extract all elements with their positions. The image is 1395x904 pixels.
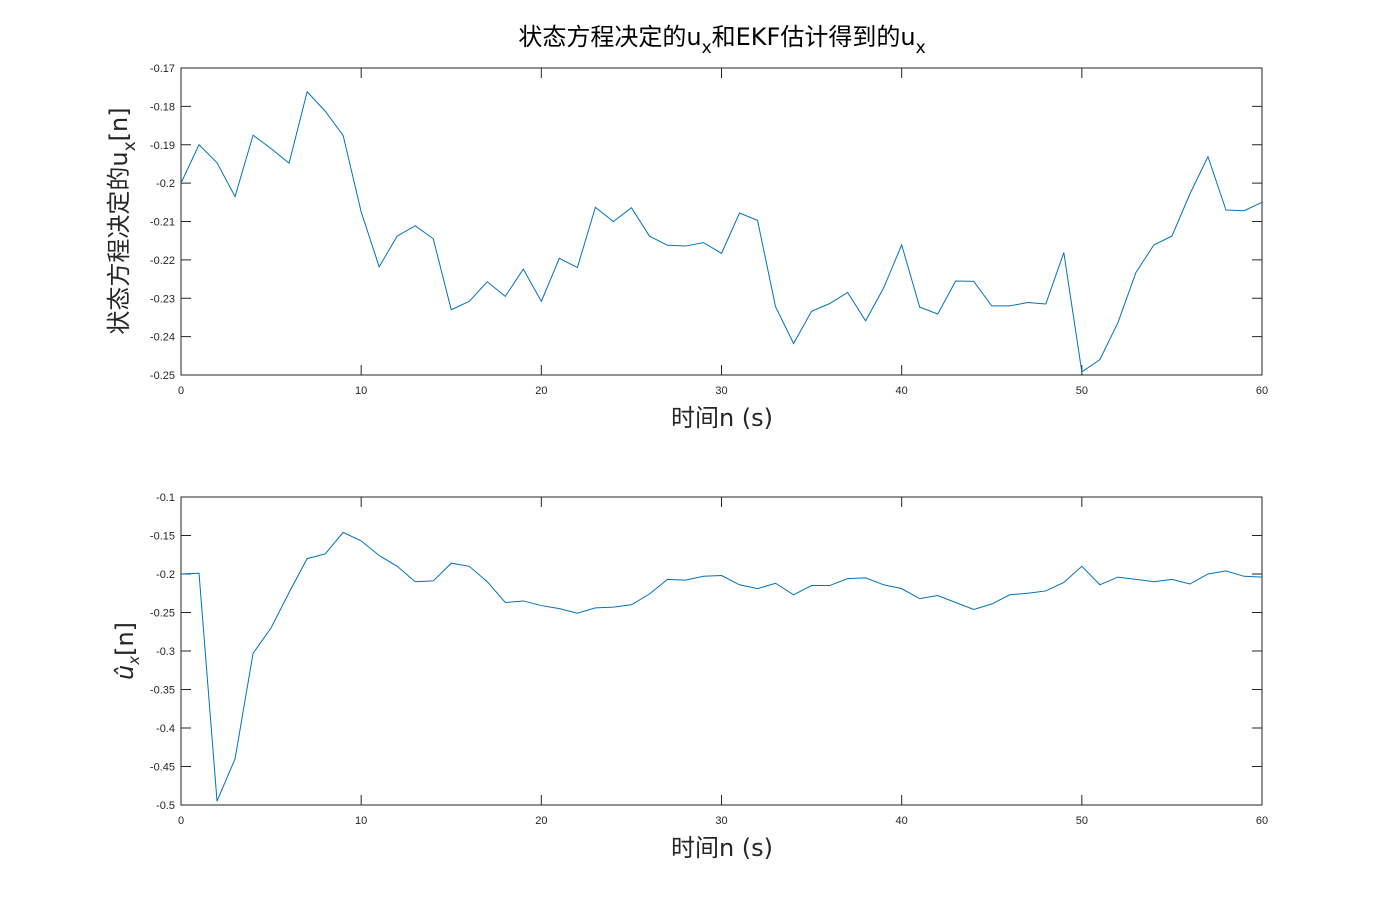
top-y-tick-label: -0.17 <box>150 63 175 75</box>
top-x-axis-label: 时间n (s) <box>671 404 773 432</box>
bottom-x-axis-label: 时间n (s) <box>671 834 773 862</box>
top-x-tick-label: 0 <box>178 385 184 397</box>
bottom-y-tick-label: -0.45 <box>150 762 175 774</box>
top-y-tick-label: -0.22 <box>150 255 175 267</box>
bottom-y-tick-label: -0.3 <box>156 646 175 658</box>
bottom-x-ticks: 0 10 20 30 40 50 60 <box>178 497 1268 827</box>
bottom-y-axis-label-tail: [n] <box>111 622 139 656</box>
top-x-tick-label: 20 <box>535 385 547 397</box>
top-y-ticks: -0.25 -0.24 -0.23 -0.22 -0.21 -0.2 -0.19 -0.18 -… <box>150 63 1262 382</box>
bottom-y-axis-label-main: û <box>111 665 139 680</box>
top-series-line <box>180 90 1263 373</box>
bottom-x-tick-label: 60 <box>1256 815 1268 827</box>
top-y-axis-label-tail: [n] <box>105 107 133 141</box>
bottom-y-tick-label: -0.4 <box>156 723 175 735</box>
bottom-x-tick-label: 50 <box>1076 815 1088 827</box>
bottom-y-tick-label: -0.35 <box>150 685 175 697</box>
bottom-y-tick-label: -0.1 <box>156 492 175 504</box>
top-y-tick-label: -0.19 <box>150 140 175 152</box>
top-axes: 0 10 20 30 40 50 60 -0.25-0.24-0.23-0.22-0.21-… <box>105 63 1268 432</box>
top-y-tick-label: -0.25 <box>150 370 175 382</box>
top-x-ticks: 0 10 20 30 40 50 60 <box>178 68 1268 397</box>
figure-title-sub2: x <box>916 38 926 58</box>
figure-title: 状态方程决定的ux和EKF估计得到的ux <box>518 23 925 58</box>
figure-title-main: 状态方程决定的u <box>518 23 701 51</box>
bottom-series-group <box>180 531 1263 802</box>
bottom-y-tick-label: -0.15 <box>150 531 175 543</box>
bottom-y-ticks: -0.5 -0.45 -0.4 -0.35 -0.3 -0.25 -0.2 -0.15 -0.1 <box>150 492 1262 812</box>
bottom-x-tick-label: 40 <box>896 815 908 827</box>
bottom-y-axis-label: ûx[n] <box>111 622 143 680</box>
bottom-y-tick-label: -0.2 <box>156 569 175 581</box>
bottom-y-tick-label: -0.5 <box>156 800 175 812</box>
top-y-tick-label: -0.24 <box>150 332 175 344</box>
top-y-tick-label: -0.21 <box>150 217 175 229</box>
top-series-group <box>180 90 1263 373</box>
top-y-axis-label-sub: x <box>120 141 140 151</box>
bottom-x-tick-label: 20 <box>535 815 547 827</box>
top-y-tick-label: -0.23 <box>150 293 175 305</box>
figure-title-sub1: x <box>702 38 712 58</box>
top-x-tick-label: 10 <box>355 385 367 397</box>
bottom-x-tick-label: 10 <box>355 815 367 827</box>
figure-title-mid: 和EKF估计得到的u <box>712 23 916 51</box>
top-y-axis-label-main: 状态方程决定的u <box>105 151 133 334</box>
bottom-x-tick-label: 30 <box>715 815 727 827</box>
top-x-tick-label: 30 <box>715 385 727 397</box>
top-y-axis-label: 状态方程决定的ux[n] <box>105 107 140 334</box>
top-x-tick-label: 40 <box>896 385 908 397</box>
top-x-tick-label: 60 <box>1256 385 1268 397</box>
top-y-tick-label: -0.2 <box>156 178 175 190</box>
bottom-axes: 0 10 20 30 40 50 60 -0.5 -0.45 -0.4 -0.35 -0.3 -0.2… <box>111 492 1268 862</box>
top-x-tick-label: 50 <box>1076 385 1088 397</box>
bottom-series-line <box>180 531 1263 802</box>
bottom-y-tick-label: -0.25 <box>150 608 175 620</box>
bottom-y-axis-label-sub: x <box>125 656 143 666</box>
top-y-tick-label: -0.18 <box>150 101 175 113</box>
bottom-x-tick-label: 0 <box>178 815 184 827</box>
